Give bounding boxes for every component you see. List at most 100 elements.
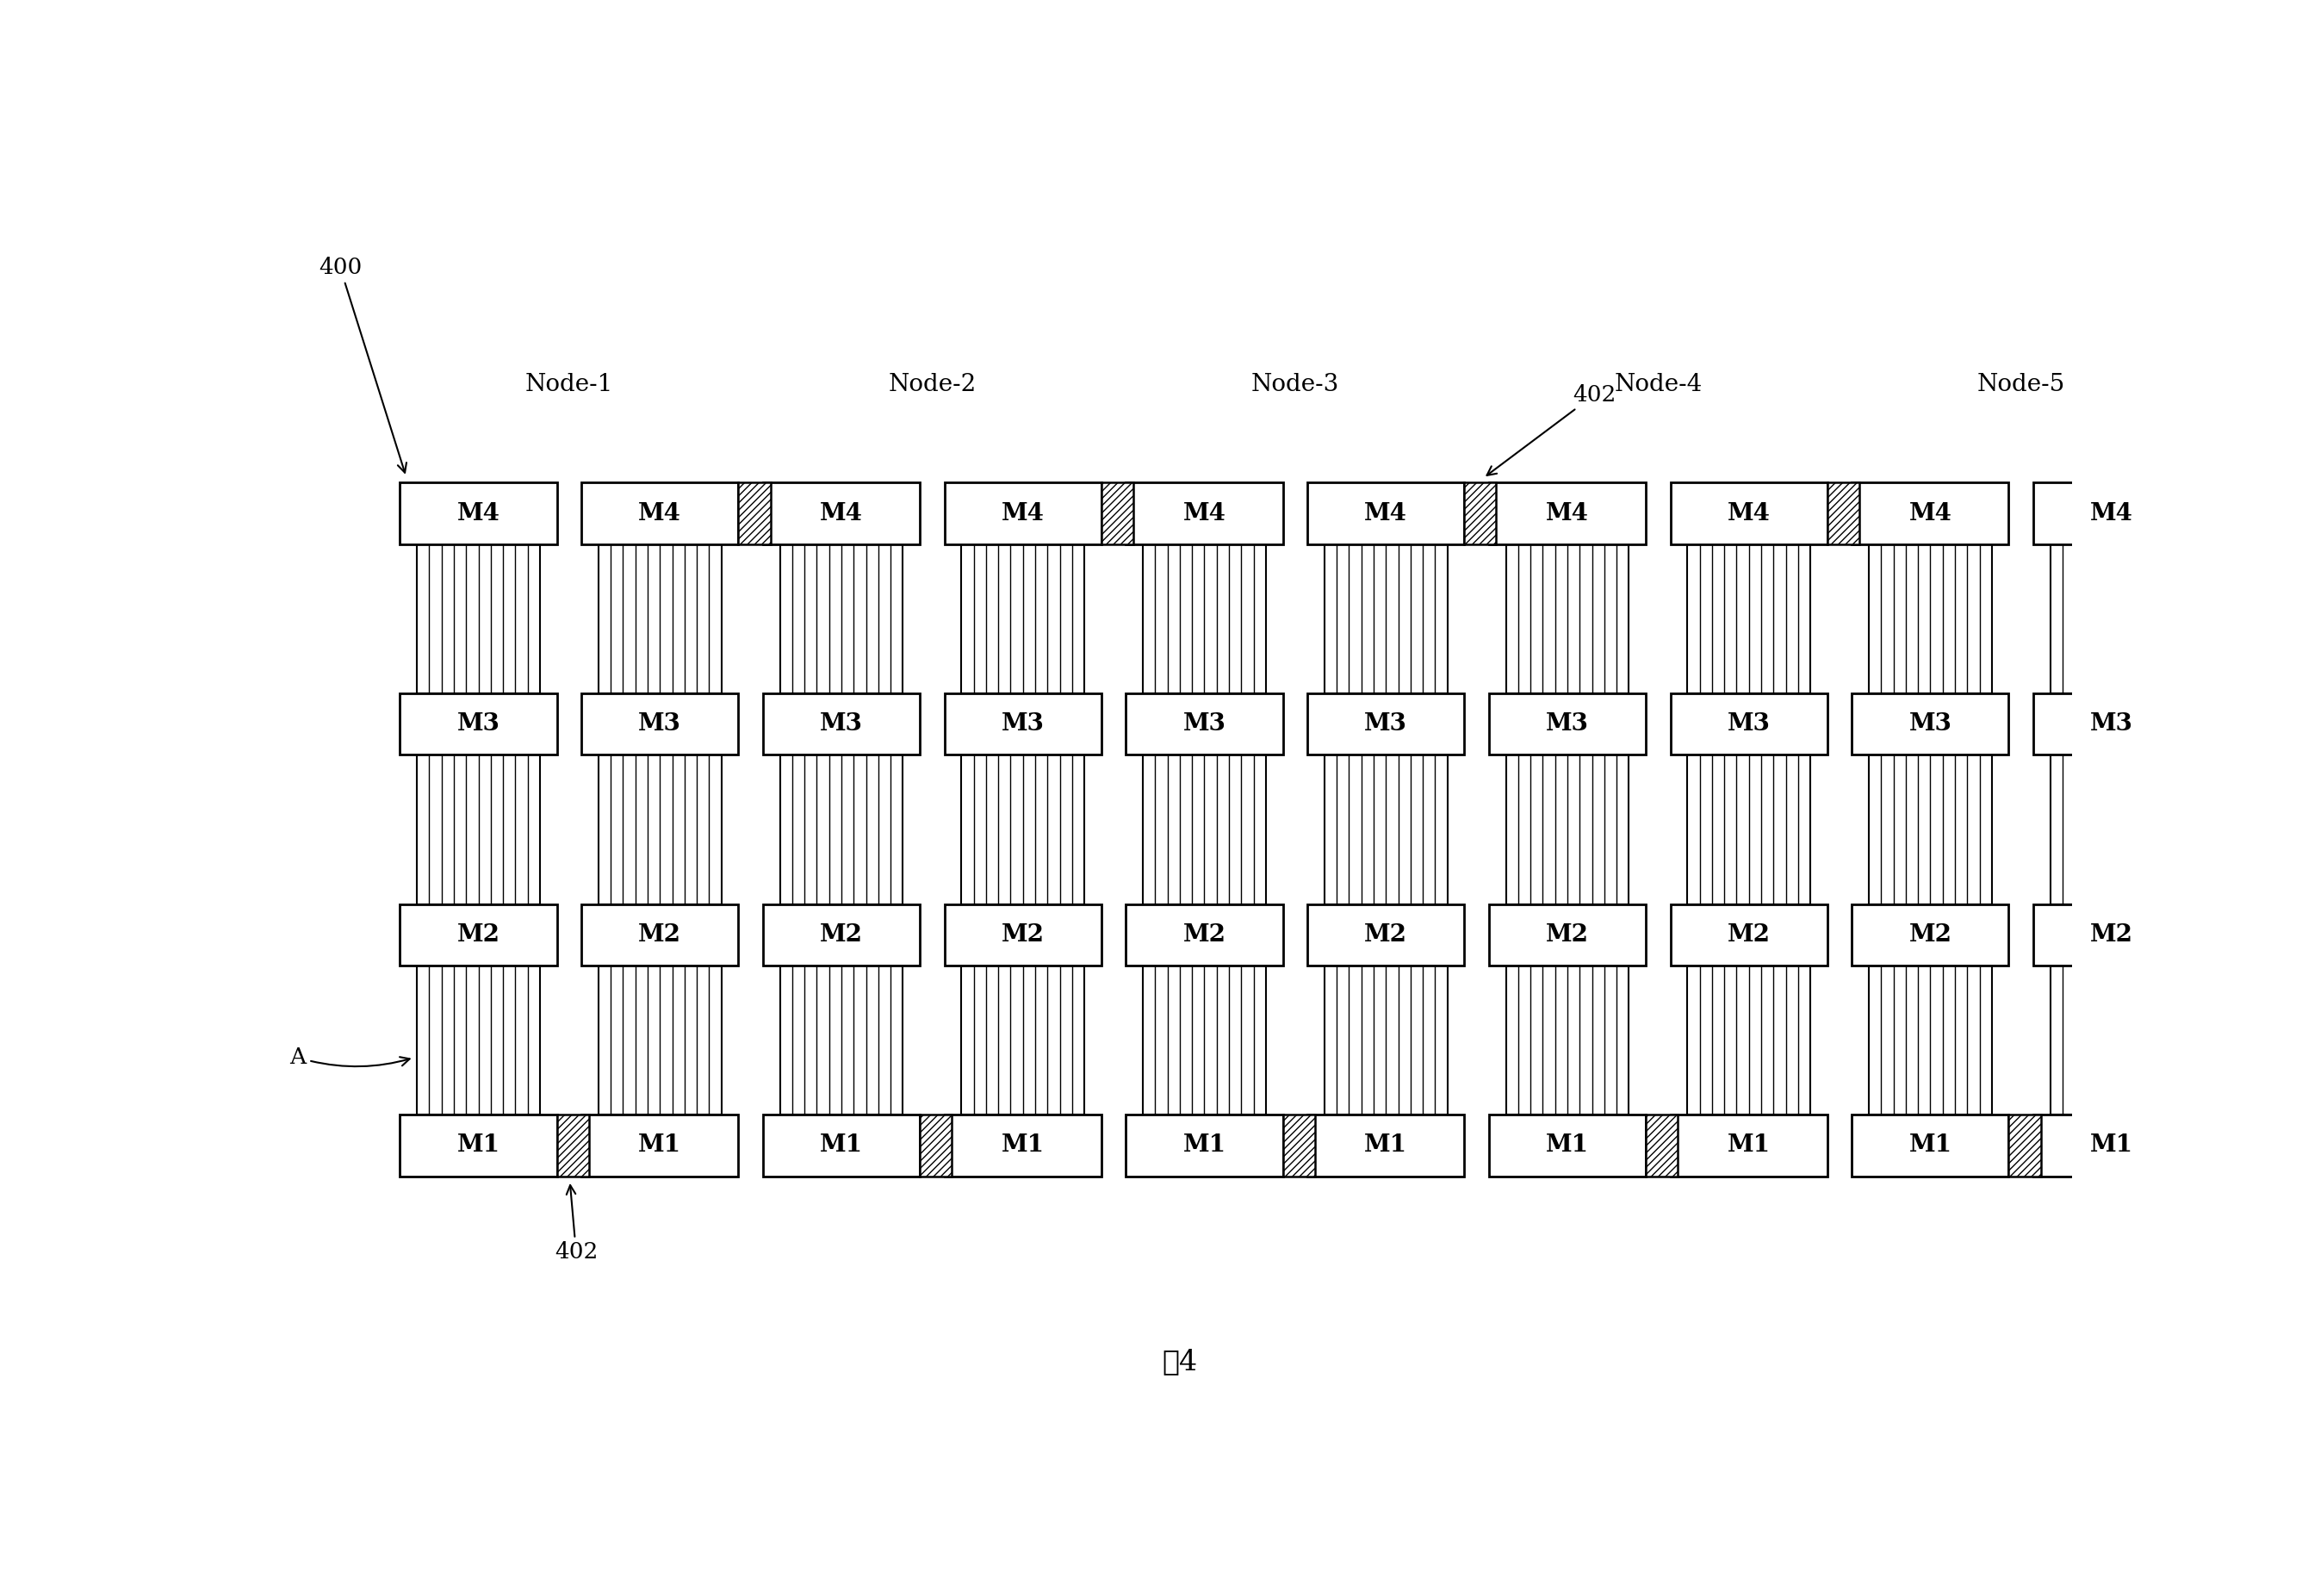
Text: M4: M4 bbox=[1908, 501, 1952, 525]
Bar bbox=[1851, 482, 2010, 544]
Bar bbox=[1126, 693, 1282, 755]
Text: M3: M3 bbox=[2090, 712, 2134, 736]
Bar bbox=[582, 1114, 739, 1176]
Bar bbox=[2033, 482, 2189, 544]
Text: M3: M3 bbox=[458, 712, 500, 736]
Bar bbox=[401, 1114, 557, 1176]
Bar bbox=[1828, 482, 1860, 544]
Text: M1: M1 bbox=[820, 1133, 863, 1157]
Bar bbox=[1687, 966, 1809, 1114]
Bar bbox=[944, 693, 1100, 755]
Bar bbox=[780, 966, 902, 1114]
Bar bbox=[944, 903, 1100, 966]
Bar bbox=[1324, 544, 1448, 693]
Bar bbox=[599, 544, 721, 693]
Text: M3: M3 bbox=[1547, 712, 1588, 736]
Text: M3: M3 bbox=[1183, 712, 1227, 736]
Bar bbox=[1851, 693, 2010, 755]
Bar bbox=[2033, 1114, 2189, 1176]
Text: M1: M1 bbox=[1001, 1133, 1045, 1157]
Text: Node-1: Node-1 bbox=[525, 373, 612, 396]
Bar bbox=[962, 966, 1084, 1114]
Text: 402: 402 bbox=[1487, 385, 1616, 476]
Bar bbox=[1324, 755, 1448, 903]
Bar bbox=[1126, 1114, 1282, 1176]
Text: M2: M2 bbox=[638, 922, 681, 946]
Bar bbox=[780, 755, 902, 903]
Bar bbox=[944, 482, 1100, 544]
Bar bbox=[1308, 1114, 1464, 1176]
Bar bbox=[1142, 966, 1266, 1114]
Text: M4: M4 bbox=[638, 501, 681, 525]
Bar bbox=[1324, 966, 1448, 1114]
Bar bbox=[1869, 966, 1991, 1114]
Text: M2: M2 bbox=[456, 922, 500, 946]
Text: M1: M1 bbox=[638, 1133, 681, 1157]
Text: Node-2: Node-2 bbox=[889, 373, 976, 396]
Bar bbox=[780, 544, 902, 693]
Text: M3: M3 bbox=[638, 712, 681, 736]
Bar bbox=[582, 693, 739, 755]
Bar bbox=[1687, 755, 1809, 903]
Text: M2: M2 bbox=[2090, 922, 2134, 946]
Bar bbox=[417, 544, 541, 693]
Text: M3: M3 bbox=[1726, 712, 1770, 736]
Text: M4: M4 bbox=[1183, 501, 1227, 525]
Bar bbox=[1869, 544, 1991, 693]
Bar bbox=[401, 482, 557, 544]
Bar bbox=[599, 755, 721, 903]
Bar bbox=[1687, 544, 1809, 693]
Text: M3: M3 bbox=[1908, 712, 1952, 736]
Text: M1: M1 bbox=[456, 1133, 500, 1157]
Bar bbox=[962, 544, 1084, 693]
Bar bbox=[401, 903, 557, 966]
Bar bbox=[2051, 755, 2173, 903]
Bar bbox=[762, 482, 921, 544]
Bar bbox=[1851, 1114, 2010, 1176]
Bar bbox=[2051, 966, 2173, 1114]
Bar bbox=[1671, 482, 1828, 544]
Bar bbox=[557, 1114, 589, 1176]
Bar bbox=[2033, 903, 2189, 966]
Bar bbox=[1489, 1114, 1646, 1176]
Bar bbox=[762, 1114, 921, 1176]
Bar bbox=[2010, 1114, 2042, 1176]
Text: M1: M1 bbox=[1183, 1133, 1227, 1157]
Text: M2: M2 bbox=[820, 922, 863, 946]
Text: M4: M4 bbox=[458, 501, 500, 525]
Text: M2: M2 bbox=[1547, 922, 1588, 946]
Text: 402: 402 bbox=[555, 1186, 599, 1262]
Bar bbox=[582, 903, 739, 966]
Text: Node-5: Node-5 bbox=[1977, 373, 2065, 396]
Text: M2: M2 bbox=[1001, 922, 1045, 946]
Text: M1: M1 bbox=[2090, 1133, 2134, 1157]
Bar bbox=[762, 903, 921, 966]
Bar bbox=[1100, 482, 1133, 544]
Bar bbox=[1671, 1114, 1828, 1176]
Bar bbox=[1464, 482, 1496, 544]
Bar bbox=[582, 482, 739, 544]
Bar bbox=[1506, 544, 1630, 693]
Bar bbox=[1671, 693, 1828, 755]
Bar bbox=[1646, 1114, 1678, 1176]
Text: M2: M2 bbox=[1183, 922, 1227, 946]
Bar bbox=[1489, 482, 1646, 544]
Text: M3: M3 bbox=[820, 712, 863, 736]
Bar bbox=[739, 482, 771, 544]
Bar bbox=[1308, 903, 1464, 966]
Bar bbox=[1126, 903, 1282, 966]
Text: M1: M1 bbox=[1726, 1133, 1770, 1157]
Text: M1: M1 bbox=[1908, 1133, 1952, 1157]
Text: M2: M2 bbox=[1365, 922, 1407, 946]
Text: M1: M1 bbox=[1547, 1133, 1588, 1157]
Text: M1: M1 bbox=[1365, 1133, 1407, 1157]
Bar bbox=[1308, 482, 1464, 544]
Text: M2: M2 bbox=[1726, 922, 1770, 946]
Bar bbox=[762, 693, 921, 755]
Bar bbox=[1489, 693, 1646, 755]
Bar bbox=[1142, 755, 1266, 903]
Bar bbox=[2051, 544, 2173, 693]
Bar bbox=[599, 966, 721, 1114]
Bar bbox=[417, 755, 541, 903]
Bar bbox=[1506, 755, 1630, 903]
